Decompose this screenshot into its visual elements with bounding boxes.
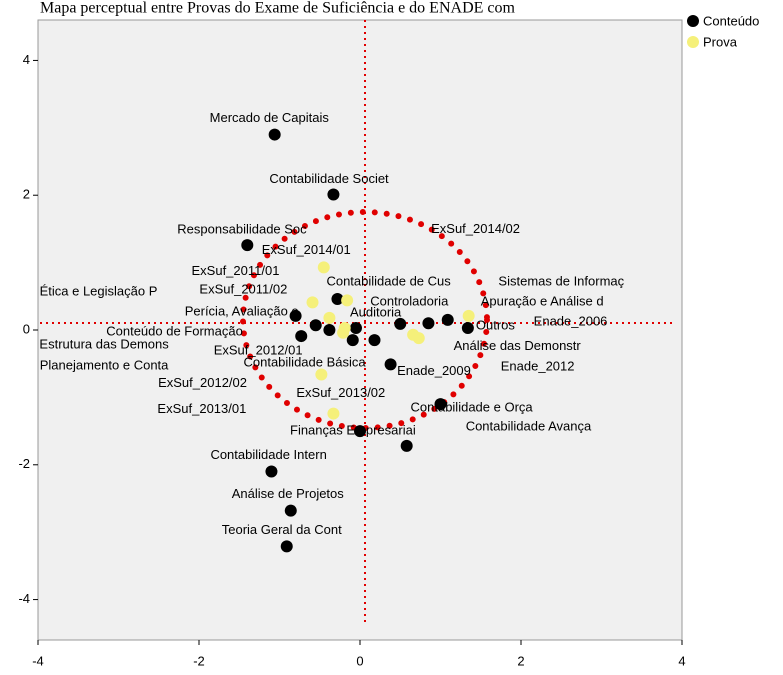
point-label: Enade_2006 — [534, 313, 608, 328]
legend-swatch — [687, 15, 699, 27]
point — [315, 368, 328, 381]
point-label: Contabilidade Intern — [210, 447, 326, 462]
point-label: Análise de Projetos — [232, 486, 345, 501]
point-label: Controladoria — [370, 293, 449, 308]
point-label: Teoria Geral da Cont — [222, 522, 342, 537]
y-tick-label: -4 — [18, 591, 30, 606]
point-label: Planejamento e Conta — [40, 358, 169, 373]
point — [461, 321, 474, 334]
point — [309, 319, 322, 332]
point — [412, 332, 425, 345]
point-label: Outros — [476, 317, 516, 332]
point — [337, 326, 350, 339]
point-label: ExSuf_2012/01 — [214, 342, 303, 357]
point — [422, 317, 435, 330]
point-label: Apuração e Análise d — [481, 293, 604, 308]
y-tick-label: 0 — [23, 321, 30, 336]
point-label: Finanças Empresariai — [290, 423, 416, 438]
point — [441, 313, 454, 326]
point — [241, 239, 254, 252]
y-tick-label: 4 — [23, 52, 30, 67]
point — [268, 128, 281, 141]
x-tick-label: -2 — [193, 653, 205, 668]
point-label: Contabilidade Societ — [269, 171, 389, 186]
point — [400, 439, 413, 452]
point-label: ExSuf_2011/01 — [192, 263, 280, 278]
point — [327, 407, 340, 420]
point-label: Enade_2009 — [397, 363, 471, 378]
point — [354, 425, 366, 438]
point — [306, 296, 319, 309]
point-label: Conteúdo de Formação — [106, 324, 243, 339]
point-label: Auditoria — [350, 304, 402, 319]
point — [284, 504, 297, 517]
point-label: Contabilidade Básica — [243, 355, 366, 370]
point-label: Mercado de Capitais — [210, 110, 330, 125]
legend-swatch — [687, 36, 699, 48]
point-label: Perícia, Avaliação e — [185, 304, 299, 319]
x-tick-label: 0 — [356, 653, 363, 668]
point — [462, 309, 475, 322]
point — [331, 293, 344, 305]
point-label: ExSuf_2011/02 — [199, 281, 287, 296]
point — [265, 465, 278, 478]
point — [394, 317, 407, 330]
point-label: Enade_2012 — [501, 359, 575, 374]
x-tick-label: 2 — [517, 653, 524, 668]
x-tick-label: 4 — [678, 653, 685, 668]
point — [280, 540, 293, 553]
legend-label: Prova — [703, 34, 738, 49]
y-tick-label: -2 — [18, 456, 30, 471]
y-tick-label: 2 — [23, 187, 30, 202]
point-label: Estrutura das Demons — [39, 336, 169, 351]
point-label: Contabilidade de Cus — [326, 273, 451, 288]
legend-label: Conteúdo — [703, 13, 759, 28]
point-label: ExSuf_2013/01 — [157, 401, 246, 416]
chart-title: Mapa perceptual entre Provas do Exame de… — [40, 0, 515, 17]
point-label: Análise das Demonstr — [454, 338, 582, 353]
point — [317, 261, 330, 274]
x-tick-label: -4 — [32, 653, 44, 668]
point — [434, 398, 447, 411]
point — [368, 334, 381, 347]
point — [295, 330, 308, 343]
point-label: ExSuf_2014/02 — [431, 221, 520, 236]
point — [327, 188, 340, 201]
point-label: Contabilidade e Orça — [411, 400, 534, 415]
point — [323, 311, 336, 324]
point-label: Sistemas de Informaç — [498, 274, 624, 289]
point — [349, 321, 362, 334]
point-label: ExSuf_2014/01 — [262, 242, 351, 257]
point — [346, 334, 359, 347]
point — [341, 294, 354, 307]
point — [289, 309, 302, 322]
point — [384, 358, 397, 371]
point-label: ExSuf_2012/02 — [158, 375, 247, 390]
point-label: Ética e Legislação P — [40, 283, 158, 298]
point-label: ExSuf_2013/02 — [296, 385, 385, 400]
point-label: Responsabilidade Soc — [177, 222, 307, 237]
point — [323, 324, 336, 336]
point-label: Contabilidade Avança — [466, 418, 592, 433]
